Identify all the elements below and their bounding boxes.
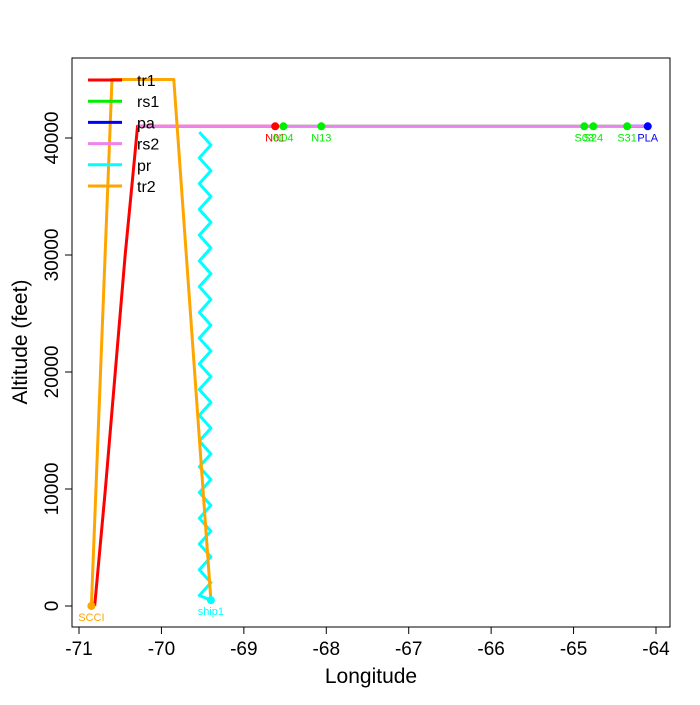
point [589, 122, 598, 131]
point-label: ship1 [198, 606, 224, 618]
x-tick-label: -66 [477, 639, 504, 660]
legend-label: tr2 [137, 179, 156, 196]
legend-label: rs2 [137, 137, 159, 154]
x-tick-label: -71 [65, 639, 92, 660]
point [206, 596, 215, 605]
y-axis-label: Altitude (feet) [9, 280, 32, 405]
x-tick-label: -69 [230, 639, 257, 660]
point-label: N04 [273, 132, 293, 144]
point [623, 122, 632, 131]
point [271, 122, 280, 131]
point [580, 122, 589, 131]
y-tick-label: 10000 [42, 463, 63, 516]
point-label: S31 [617, 132, 637, 144]
point-label: S03 [574, 132, 594, 144]
point-label: SCCI [78, 612, 104, 624]
y-tick-label: 20000 [42, 346, 63, 399]
y-tick-label: 30000 [42, 229, 63, 282]
y-tick-label: 0 [42, 601, 63, 612]
point [317, 122, 326, 131]
series-line [93, 124, 276, 607]
series-line [89, 78, 213, 607]
legend-label: rs1 [137, 94, 159, 111]
x-axis-label: Longitude [325, 665, 417, 688]
y-tick-label: 40000 [42, 112, 63, 165]
point-label: N13 [311, 132, 331, 144]
point [279, 122, 288, 131]
x-tick-label: -64 [642, 639, 670, 660]
plot-frame [71, 57, 671, 628]
x-tick-label: -68 [313, 639, 340, 660]
point-label: N01 [265, 132, 285, 144]
point-label: S24 [584, 132, 604, 144]
x-tick-label: -70 [148, 639, 175, 660]
point [87, 601, 96, 610]
point-label: PLA [637, 132, 658, 144]
x-tick-label: -67 [395, 639, 422, 660]
legend-label: pa [137, 115, 155, 132]
legend-label: pr [137, 158, 152, 175]
legend-label: tr1 [137, 73, 156, 90]
point [643, 122, 652, 131]
x-tick-label: -65 [560, 639, 587, 660]
series-line [197, 131, 213, 602]
